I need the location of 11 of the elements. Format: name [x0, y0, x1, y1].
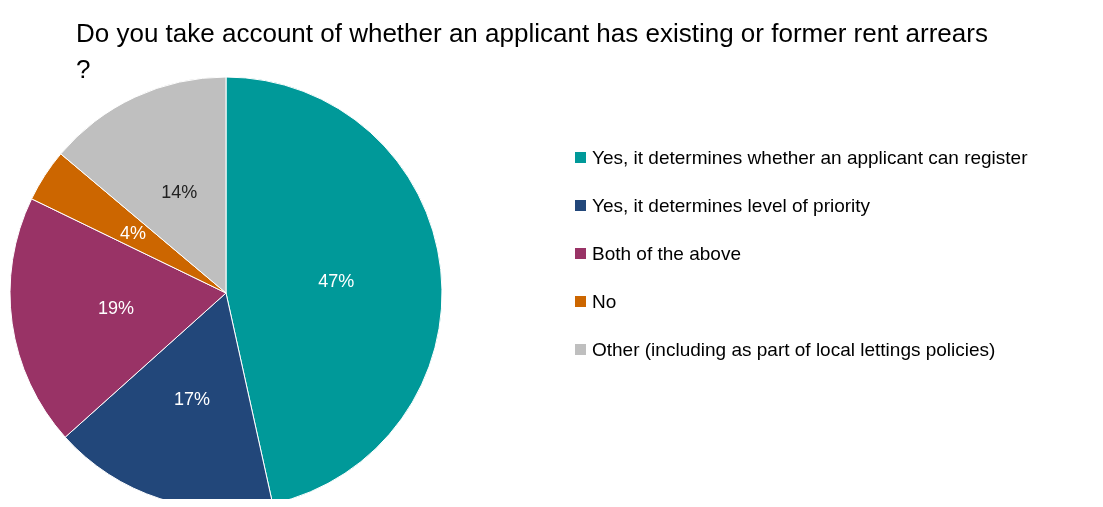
data-label: 14%: [161, 182, 198, 203]
legend-label: Yes, it determines level of priority: [592, 195, 871, 216]
chart-title: Do you take account of whether an applicant has existing or former rent arrears?: [76, 18, 988, 84]
legend-label: No: [592, 291, 617, 312]
legend-label: Other (including as part of local lettings policies): [592, 339, 996, 360]
data-label: 17%: [174, 388, 211, 409]
data-label: 47%: [318, 270, 355, 291]
data-label: 4%: [119, 222, 146, 243]
legend-label: Yes, it determines whether an applicant can register: [592, 147, 1029, 168]
data-label: 19%: [98, 298, 135, 319]
legend-label: Both of the above: [592, 243, 741, 264]
